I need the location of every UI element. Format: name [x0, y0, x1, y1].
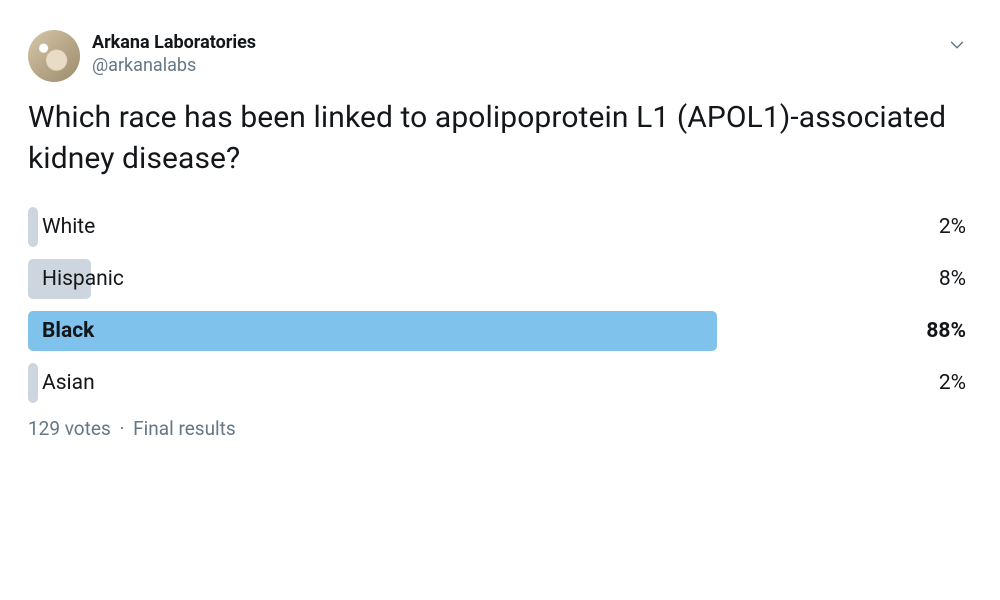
- poll-option: Asian 2%: [28, 363, 972, 403]
- poll-option-label: Hispanic: [28, 267, 124, 291]
- poll-option-label: Asian: [28, 371, 95, 395]
- poll-status: Final results: [133, 417, 236, 440]
- more-button[interactable]: [946, 34, 968, 60]
- poll-option-label: Black: [28, 319, 94, 343]
- poll: White 2% Hispanic 8% Black 88% Asian 2%: [28, 207, 972, 403]
- display-name: Arkana Laboratories: [92, 32, 256, 54]
- tweet-header: Arkana Laboratories @arkanalabs: [28, 30, 972, 82]
- separator-dot: ·: [115, 417, 128, 440]
- votes-count: 129 votes: [28, 417, 111, 440]
- poll-option-label: White: [28, 215, 95, 239]
- poll-footer: 129 votes · Final results: [28, 417, 972, 440]
- poll-option: Black 88%: [28, 311, 972, 351]
- poll-option-pct: 8%: [939, 267, 966, 291]
- tweet-text: Which race has been linked to apolipopro…: [28, 98, 972, 179]
- poll-option-pct: 2%: [939, 371, 966, 395]
- poll-option-pct: 88%: [926, 319, 966, 343]
- poll-option: White 2%: [28, 207, 972, 247]
- account-name-block[interactable]: Arkana Laboratories @arkanalabs: [92, 30, 256, 77]
- avatar[interactable]: [28, 30, 80, 82]
- poll-option: Hispanic 8%: [28, 259, 972, 299]
- poll-option-pct: 2%: [939, 215, 966, 239]
- chevron-down-icon: [946, 34, 968, 56]
- poll-bar: [28, 311, 717, 351]
- handle: @arkanalabs: [92, 54, 256, 77]
